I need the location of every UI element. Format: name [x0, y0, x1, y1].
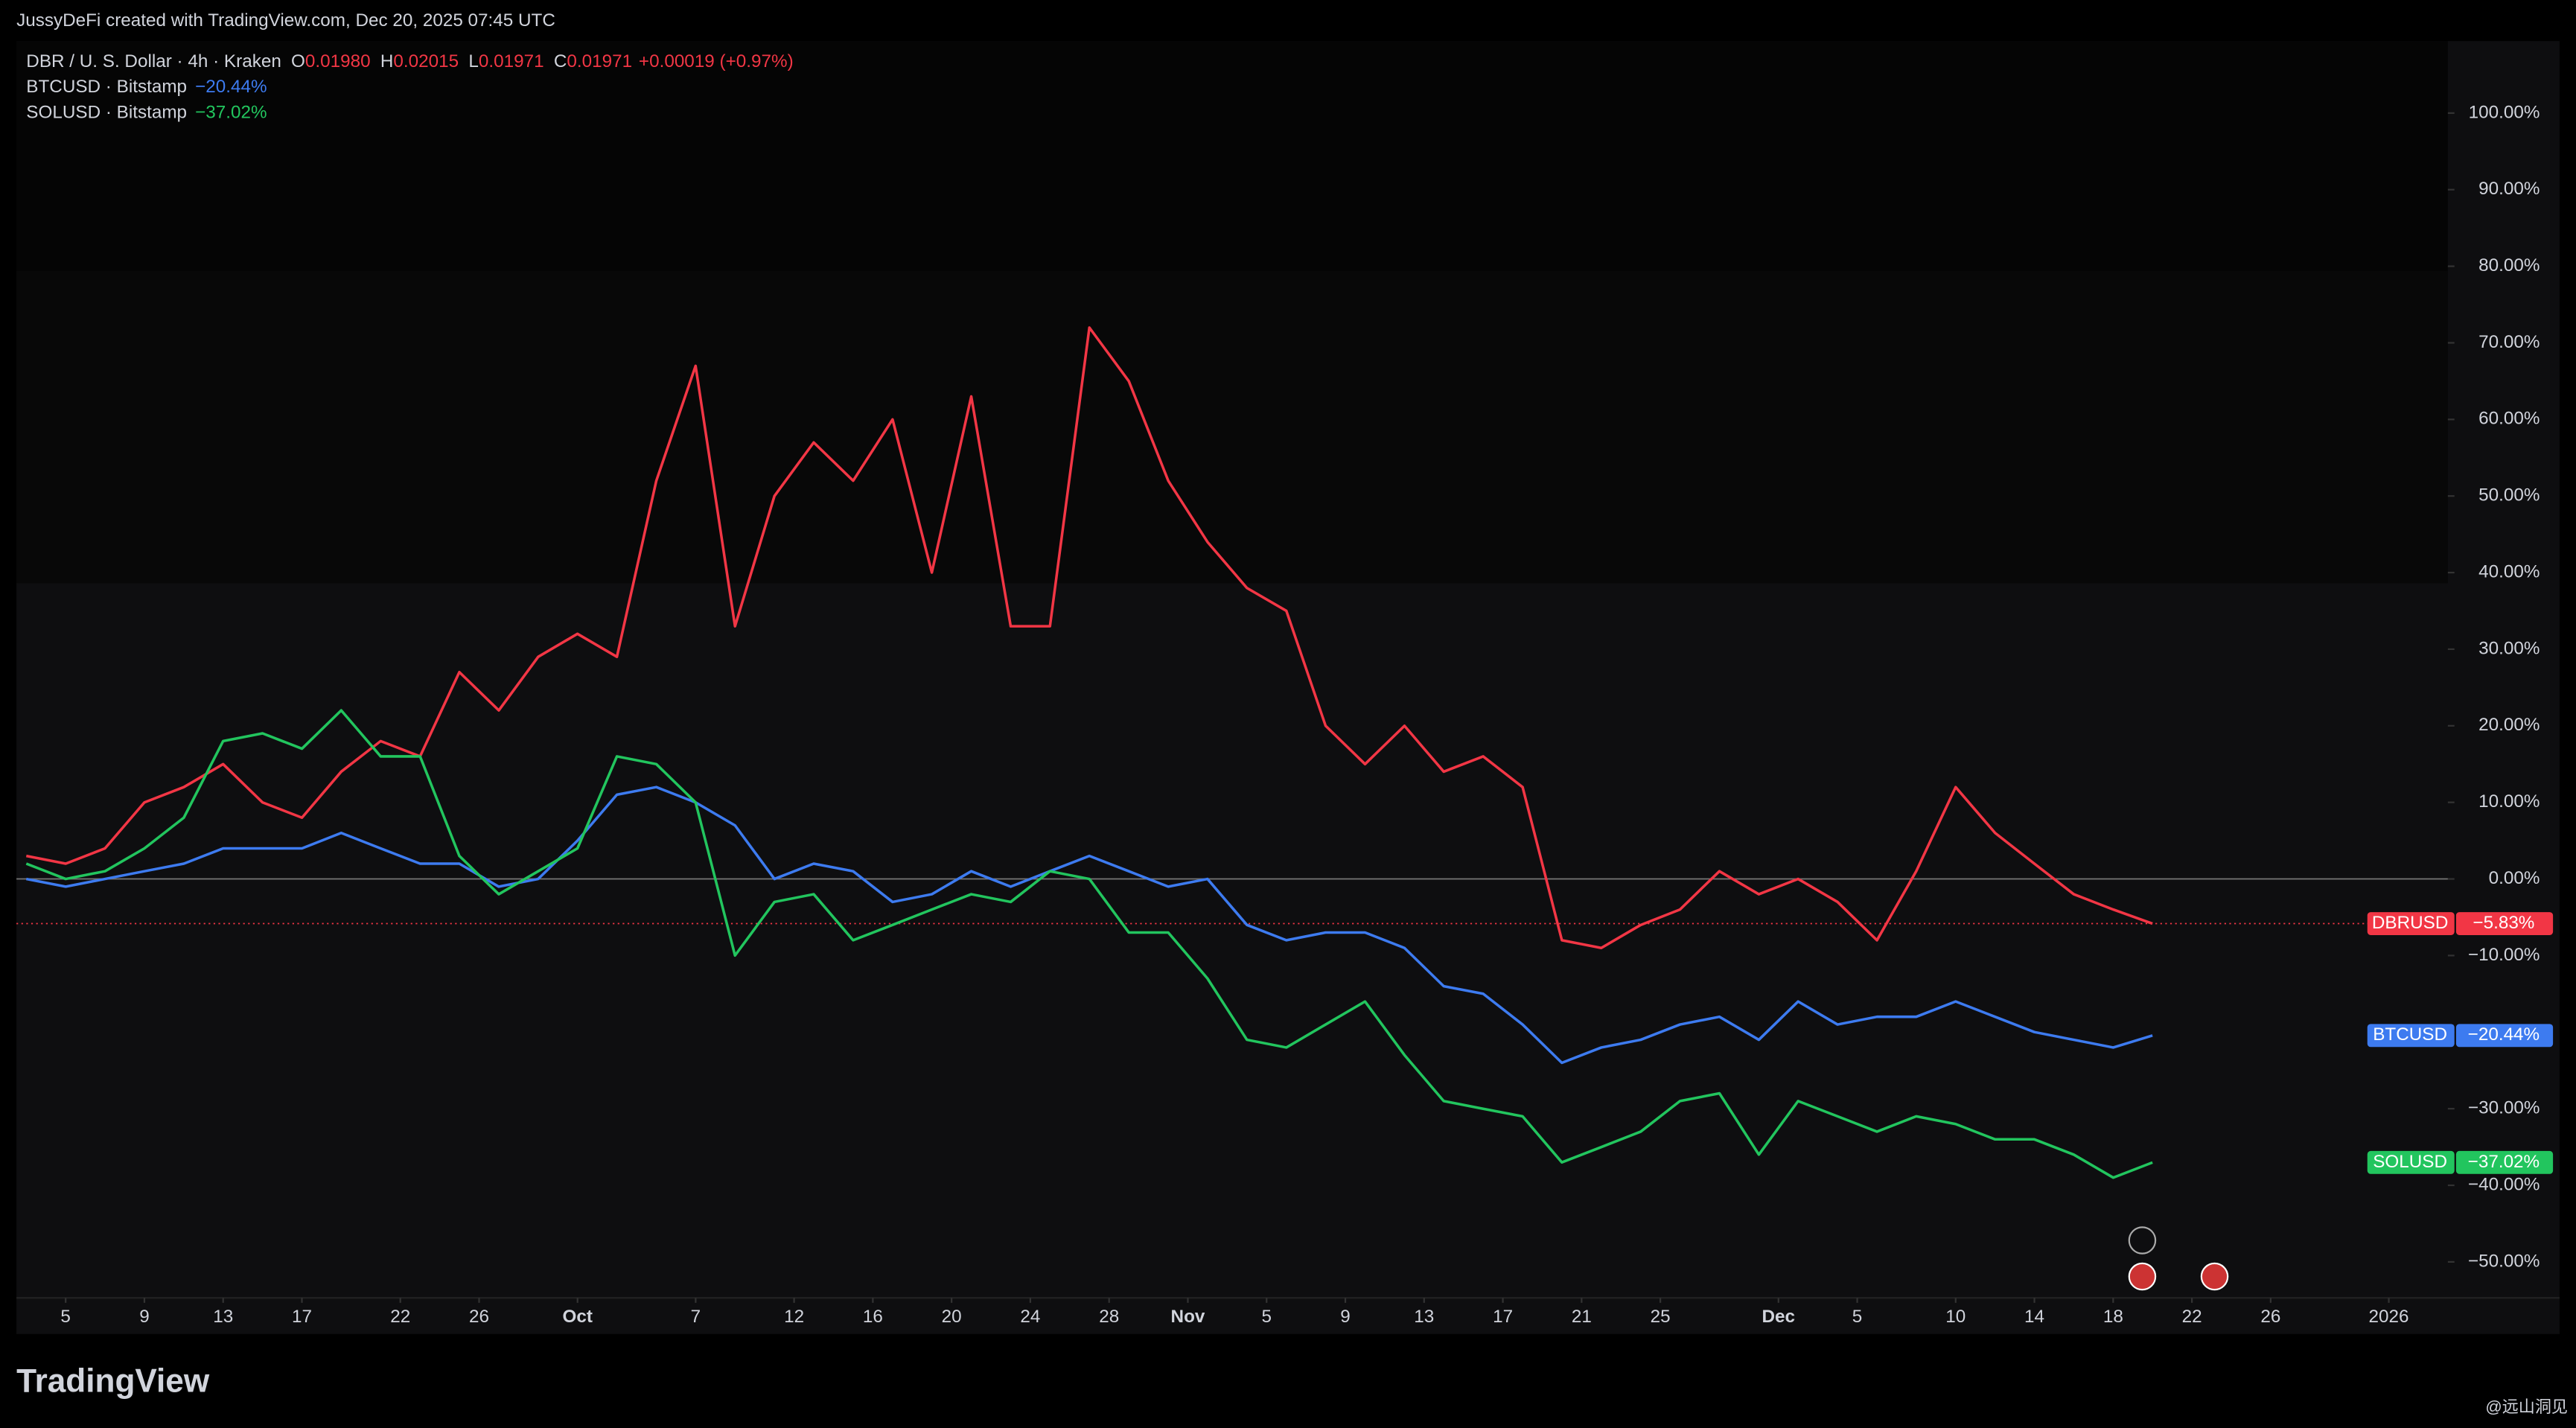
x-tick-label: Nov	[1171, 1307, 1205, 1327]
y-tick-label: −10.00%	[2468, 945, 2540, 965]
x-tick-label: 14	[2024, 1307, 2044, 1327]
price-tag-value-bg	[2455, 1024, 2554, 1048]
quote-key: H	[380, 51, 394, 71]
x-tick-label: 7	[691, 1307, 701, 1327]
price-tag-value-bg	[2455, 1150, 2554, 1174]
x-tick-label: 2026	[2369, 1307, 2409, 1327]
x-tick-label: 26	[469, 1307, 489, 1327]
y-tick-label: 40.00%	[2478, 561, 2540, 581]
x-tick-label: 17	[292, 1307, 312, 1327]
y-tick-label: 80.00%	[2478, 255, 2540, 275]
price-tag-value: −5.83%	[2473, 913, 2534, 933]
watermark: @远山洞见	[2485, 1397, 2568, 1416]
pane-shade	[16, 271, 2448, 584]
y-tick-label: −40.00%	[2468, 1174, 2540, 1194]
legend-label: DBR / U. S. Dollar · 4h · Kraken	[26, 51, 281, 71]
quote-change: +0.00019 (+0.97%)	[639, 51, 794, 71]
y-tick-label: 0.00%	[2489, 868, 2540, 888]
y-tick-label: 20.00%	[2478, 715, 2540, 735]
x-tick-label: 21	[1572, 1307, 1592, 1327]
legend-value: −37.02%	[195, 103, 267, 123]
series-line	[25, 326, 2153, 949]
series-line	[25, 785, 2153, 1065]
x-tick-label: 13	[1414, 1307, 1434, 1327]
y-tick-label: 70.00%	[2478, 332, 2540, 352]
quote-value: 0.01971	[479, 51, 544, 71]
pane-shade	[16, 41, 2448, 272]
legend-entry: BTCUSD · Bitstamp −20.44%	[26, 77, 267, 97]
y-tick-label: 10.00%	[2478, 791, 2540, 812]
y-tick-label: 60.00%	[2478, 409, 2540, 429]
price-tag-value: −20.44%	[2468, 1024, 2540, 1045]
quote-key: C	[554, 51, 567, 71]
series-line	[25, 709, 2153, 1179]
x-tick-label: 5	[60, 1307, 71, 1327]
y-tick-label: 50.00%	[2478, 485, 2540, 506]
footer-logo: TradingView	[16, 1363, 210, 1400]
x-tick-label: 16	[863, 1307, 883, 1327]
legend-entry: DBR / U. S. Dollar · 4h · Kraken O0.01980…	[26, 51, 793, 71]
price-tag-name: SOLUSD	[2373, 1152, 2447, 1172]
legend-value: −20.44%	[195, 77, 267, 97]
x-tick-label: 20	[942, 1307, 962, 1327]
x-tick-label: 18	[2103, 1307, 2123, 1327]
event-icon[interactable]	[2128, 1262, 2157, 1291]
x-tick-label: 22	[2182, 1307, 2202, 1327]
event-icon[interactable]	[2200, 1262, 2229, 1291]
y-tick-label: 90.00%	[2478, 179, 2540, 199]
x-tick-label: 9	[1340, 1307, 1350, 1327]
x-tick-label: 5	[1262, 1307, 1272, 1327]
x-tick-label: 12	[784, 1307, 804, 1327]
quote-value: 0.01971	[567, 51, 632, 71]
y-tick-label: 30.00%	[2478, 638, 2540, 658]
price-tag-value: −37.02%	[2468, 1152, 2540, 1172]
x-tick-label: 22	[390, 1307, 410, 1327]
x-tick-label: 28	[1099, 1307, 1119, 1327]
x-tick-label: 25	[1651, 1307, 1671, 1327]
x-tick-label: Oct	[562, 1307, 592, 1327]
x-tick-label: 17	[1493, 1307, 1513, 1327]
x-tick-label: 5	[1852, 1307, 1863, 1327]
x-tick-label: 10	[1945, 1307, 1966, 1327]
x-tick-label: 9	[139, 1307, 150, 1327]
price-tag-name: BTCUSD	[2373, 1024, 2447, 1045]
x-tick-label: 13	[213, 1307, 233, 1327]
price-tag-name-bg	[2367, 1024, 2455, 1048]
x-tick-label: 24	[1020, 1307, 1040, 1327]
price-tag-name: DBRUSD	[2372, 913, 2448, 933]
y-tick-label: 100.00%	[2469, 102, 2540, 122]
quote-value: 0.02015	[393, 51, 459, 71]
quote-key: L	[468, 51, 479, 71]
legend-label: BTCUSD · Bitstamp	[26, 77, 187, 97]
legend: DBR / U. S. Dollar · 4h · Kraken O0.01980…	[26, 51, 793, 122]
x-tick-label: 26	[2260, 1307, 2280, 1327]
price-tag-name-bg	[2367, 1150, 2455, 1174]
price-tag-name-bg	[2367, 912, 2455, 935]
legend-label: SOLUSD · Bitstamp	[26, 103, 187, 123]
quote-key: O	[291, 51, 305, 71]
price-tag-value-bg	[2455, 912, 2554, 935]
quote-value: 0.01980	[305, 51, 371, 71]
y-tick-label: −30.00%	[2468, 1098, 2540, 1118]
y-tick-label: −50.00%	[2468, 1251, 2540, 1271]
legend-entry: SOLUSD · Bitstamp −37.02%	[26, 103, 267, 123]
attribution: JussyDeFi created with TradingView.com, …	[16, 10, 555, 31]
event-icon[interactable]	[2128, 1226, 2157, 1255]
x-tick-label: Dec	[1762, 1307, 1796, 1327]
